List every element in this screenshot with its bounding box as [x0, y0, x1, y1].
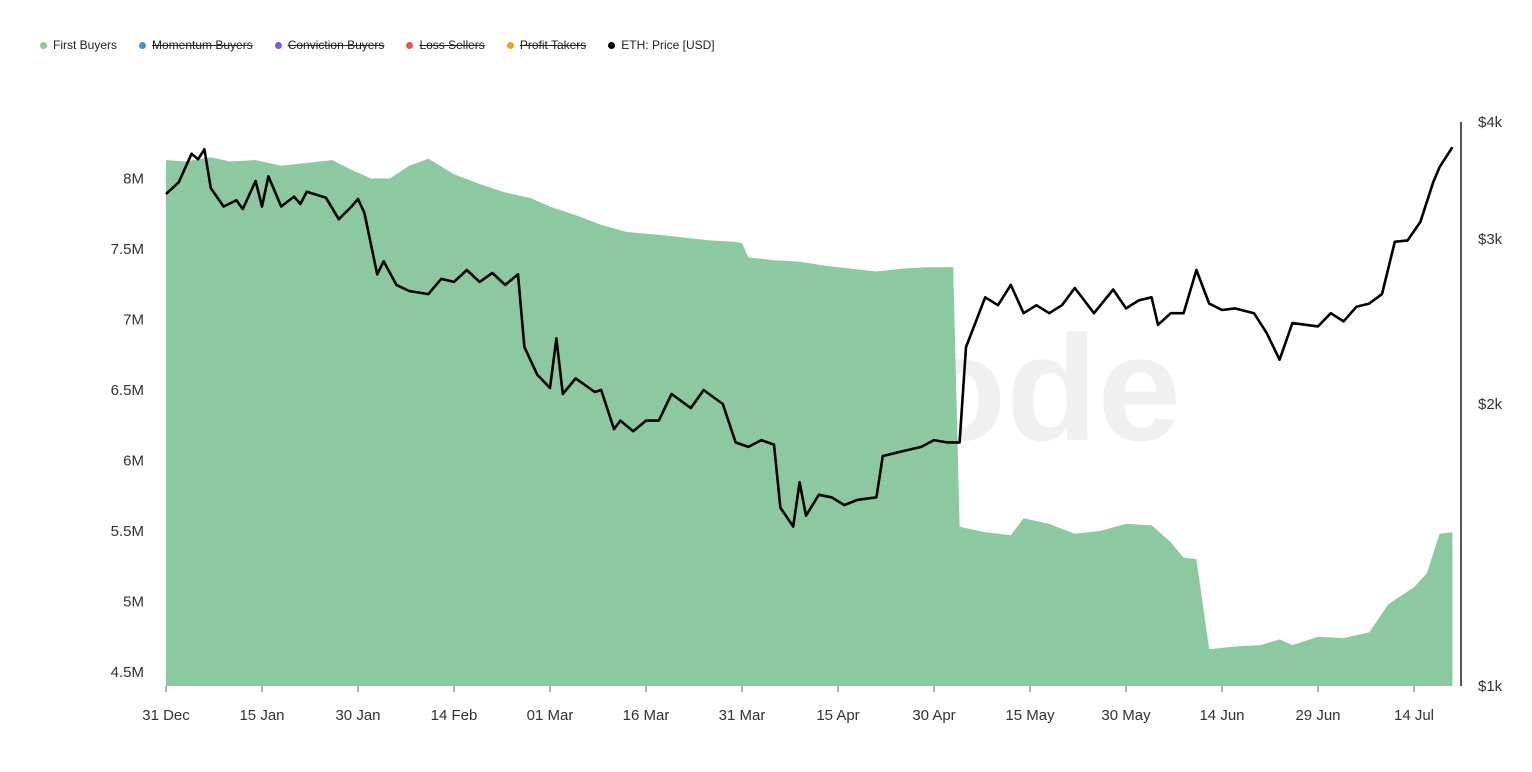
- y-left-tick-label: 7.5M: [111, 241, 144, 258]
- legend-label: Conviction Buyers: [287, 38, 385, 52]
- x-tick-label: 14 Feb: [431, 707, 478, 724]
- y-left-tick-label: 5.5M: [111, 523, 144, 540]
- legend-label: Momentum Buyers: [152, 38, 253, 52]
- y-right-tick-label: $3k: [1478, 231, 1503, 248]
- first-buyers-area-layer: [166, 157, 1453, 687]
- y-axis-right: $4k $3k $2k $1k: [1478, 114, 1503, 695]
- x-tick-label: 29 Jun: [1295, 707, 1340, 724]
- x-tick-label: 15 Jan: [239, 707, 284, 724]
- legend-swatch: [608, 41, 616, 49]
- y-left-tick-label: 6.5M: [111, 382, 144, 399]
- y-right-tick-label: $4k: [1478, 114, 1503, 131]
- y-right-tick-label: $1k: [1478, 678, 1503, 695]
- legend-swatch: [40, 41, 47, 49]
- eth-price-line-layer: [165, 146, 1454, 528]
- x-tick-label: 15 May: [1005, 707, 1055, 724]
- legend-item[interactable]: ETH: Price [USD]: [608, 38, 715, 52]
- y-left-tick-label: 8M: [123, 170, 144, 187]
- y-left-tick-label: 7M: [123, 311, 144, 328]
- x-tick-label: 16 Mar: [623, 707, 670, 724]
- series-line-eth-price: [165, 146, 1454, 528]
- y-right-tick-label: $2k: [1478, 396, 1503, 413]
- x-tick-label: 14 Jul: [1394, 707, 1434, 724]
- y-left-tick-label: 4.5M: [111, 664, 144, 681]
- legend-item[interactable]: Momentum Buyers: [139, 38, 253, 52]
- x-tick-label: 30 May: [1101, 707, 1151, 724]
- legend-swatch: [506, 41, 514, 49]
- x-tick-label: 31 Mar: [719, 707, 766, 724]
- legend-item[interactable]: Profit Takers: [506, 38, 587, 52]
- legend-label: Loss Sellers: [419, 38, 485, 52]
- chart-legend: First Buyers Momentum Buyers Conviction Bu…: [40, 38, 715, 52]
- legend-swatch: [406, 41, 414, 49]
- legend-item[interactable]: Conviction Buyers: [274, 38, 385, 52]
- legend-label: Profit Takers: [519, 38, 587, 52]
- legend-label: First Buyers: [53, 38, 118, 52]
- legend-swatch: [139, 41, 147, 49]
- y-left-tick-label: 6M: [123, 452, 144, 469]
- y-left-tick-label: 5M: [123, 593, 144, 610]
- series-area-first-buyers: [166, 157, 1453, 687]
- x-tick-label: 15 Apr: [816, 707, 859, 724]
- legend-item[interactable]: Loss Sellers: [406, 38, 485, 52]
- x-tick-label: 30 Jan: [335, 707, 380, 724]
- x-tick-label: 30 Apr: [912, 707, 955, 724]
- legend-label: ETH: Price [USD]: [621, 38, 715, 52]
- legend-item[interactable]: First Buyers: [40, 38, 117, 52]
- legend-swatch: [274, 41, 282, 49]
- x-tick-label: 14 Jun: [1199, 707, 1244, 724]
- x-tick-label: 01 Mar: [527, 707, 574, 724]
- x-axis: 31 Dec 15 Jan 30 Jan 14 Feb 01 Mar 16 Mar 31 M…: [142, 686, 1434, 724]
- y-axis-left: 8M 7.5M 7M 6.5M 6M 5.5M 5M 4.5M: [111, 170, 144, 681]
- x-tick-label: 31 Dec: [142, 707, 190, 724]
